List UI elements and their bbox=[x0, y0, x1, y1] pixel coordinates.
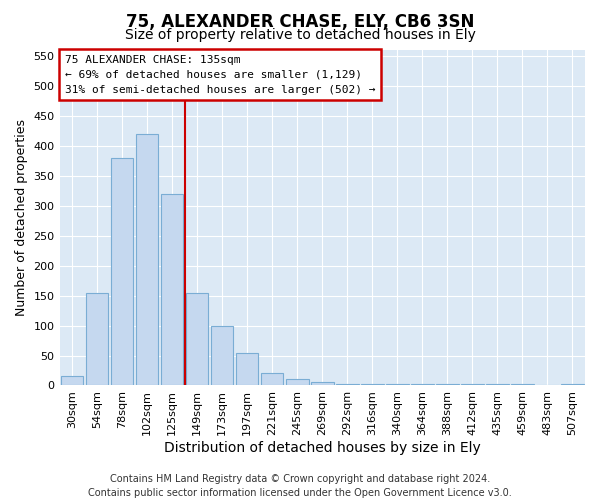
Text: 75 ALEXANDER CHASE: 135sqm
← 69% of detached houses are smaller (1,129)
31% of s: 75 ALEXANDER CHASE: 135sqm ← 69% of deta… bbox=[65, 55, 375, 94]
Bar bbox=[336, 384, 359, 386]
Bar bbox=[486, 384, 509, 386]
Bar bbox=[161, 194, 184, 386]
Bar bbox=[236, 352, 259, 386]
Bar bbox=[436, 384, 458, 386]
Bar bbox=[536, 385, 559, 386]
Bar bbox=[61, 376, 83, 386]
Bar bbox=[361, 384, 383, 386]
Text: Contains HM Land Registry data © Crown copyright and database right 2024.
Contai: Contains HM Land Registry data © Crown c… bbox=[88, 474, 512, 498]
Bar bbox=[411, 384, 434, 386]
Bar bbox=[286, 380, 308, 386]
Text: 75, ALEXANDER CHASE, ELY, CB6 3SN: 75, ALEXANDER CHASE, ELY, CB6 3SN bbox=[126, 12, 474, 30]
Bar bbox=[386, 384, 409, 386]
X-axis label: Distribution of detached houses by size in Ely: Distribution of detached houses by size … bbox=[164, 441, 481, 455]
Y-axis label: Number of detached properties: Number of detached properties bbox=[15, 119, 28, 316]
Bar bbox=[211, 326, 233, 386]
Bar bbox=[261, 374, 283, 386]
Bar bbox=[86, 292, 109, 386]
Bar bbox=[186, 292, 208, 386]
Bar bbox=[511, 384, 534, 386]
Bar bbox=[311, 382, 334, 386]
Bar bbox=[136, 134, 158, 386]
Bar bbox=[561, 384, 584, 386]
Bar bbox=[461, 384, 484, 386]
Bar bbox=[111, 158, 133, 386]
Text: Size of property relative to detached houses in Ely: Size of property relative to detached ho… bbox=[125, 28, 475, 42]
